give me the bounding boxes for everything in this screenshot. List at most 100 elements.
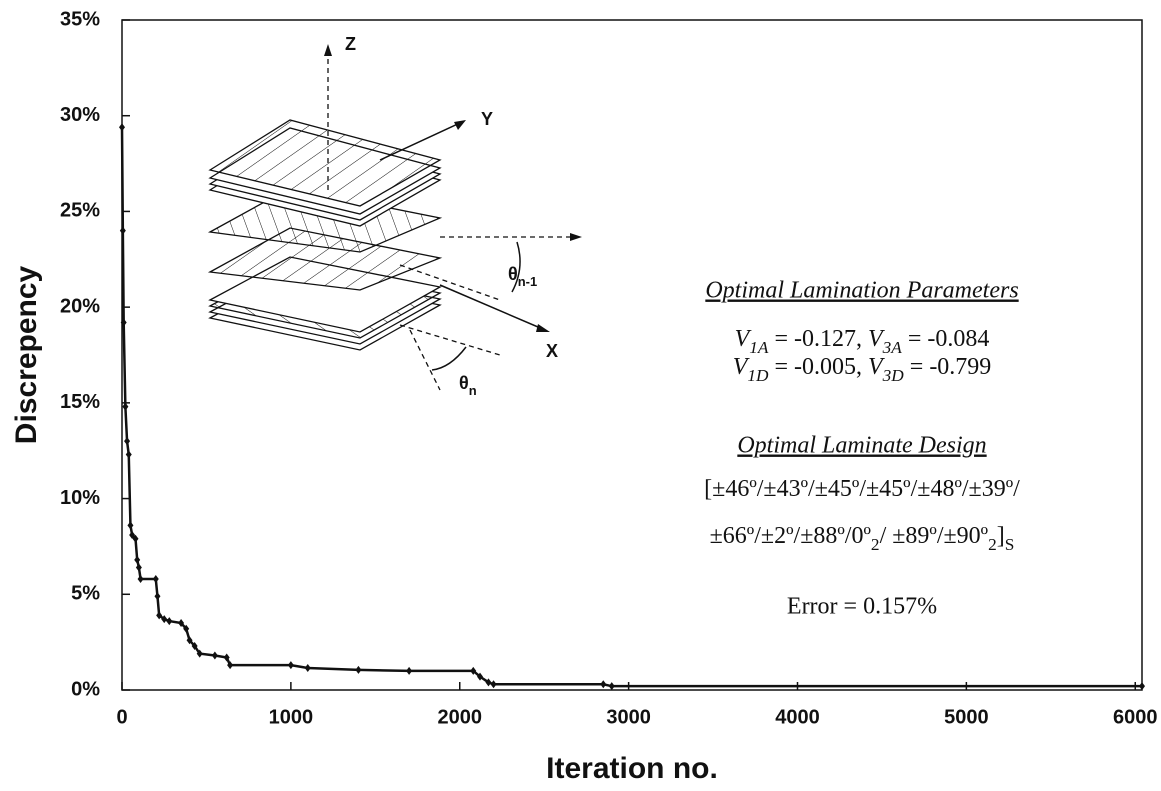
data-point bbox=[156, 611, 163, 620]
data-point bbox=[490, 680, 497, 689]
text-segment: n-1 bbox=[518, 274, 537, 289]
data-point bbox=[608, 682, 615, 691]
data-point bbox=[223, 653, 230, 662]
design-line: [±46º/±43º/±45º/±45º/±48º/±39º/ bbox=[704, 476, 1020, 502]
diagram-label: Z bbox=[345, 34, 356, 54]
text-segment: 2 bbox=[871, 535, 880, 554]
data-point bbox=[122, 402, 129, 411]
data-point bbox=[161, 615, 168, 624]
x-axis-arrow bbox=[439, 284, 546, 331]
text-segment: 1D bbox=[747, 366, 769, 385]
params-title: Optimal Lamination Parameters bbox=[705, 278, 1018, 304]
text-segment: = -0.005, bbox=[768, 354, 868, 380]
data-point bbox=[183, 624, 190, 633]
arrow-head bbox=[454, 120, 466, 130]
params-line: V1D = -0.005, V3D = -0.799 bbox=[733, 354, 992, 386]
text-segment: n bbox=[469, 383, 477, 398]
y-tick-label: 5% bbox=[71, 583, 100, 605]
text-segment: ] bbox=[997, 523, 1005, 549]
text-segment: ±66º/±2º/±88º/0º bbox=[710, 523, 872, 549]
data-point bbox=[470, 666, 477, 675]
data-point bbox=[120, 318, 127, 327]
data-point bbox=[135, 563, 142, 572]
data-point bbox=[137, 574, 144, 583]
data-point bbox=[186, 636, 193, 645]
data-point bbox=[178, 619, 185, 627]
data-point bbox=[154, 592, 161, 601]
arrow-head bbox=[324, 44, 332, 56]
ply bbox=[207, 227, 443, 291]
x-tick-label: 4000 bbox=[775, 706, 820, 728]
x-axis-title: Iteration no. bbox=[546, 752, 718, 785]
y-tick-label: 15% bbox=[60, 391, 100, 413]
arrow-head bbox=[570, 233, 582, 241]
x-tick-label: 3000 bbox=[606, 706, 651, 728]
y-tick-label: 0% bbox=[71, 678, 100, 700]
data-point bbox=[287, 661, 294, 670]
data-point bbox=[125, 450, 132, 459]
data-point bbox=[119, 123, 125, 132]
data-point bbox=[406, 666, 413, 675]
y-axis-arrow bbox=[379, 121, 463, 161]
x-tick-label: 2000 bbox=[437, 706, 482, 728]
design-line: ±66º/±2º/±88º/0º2/ ±89º/±90º2]S bbox=[710, 523, 1015, 555]
text-segment: 2 bbox=[988, 535, 997, 554]
data-point bbox=[166, 617, 173, 626]
laminate-diagram: Z Y X θn-1 θn bbox=[207, 34, 582, 398]
y-tick-label: 35% bbox=[60, 8, 100, 30]
data-point bbox=[196, 649, 203, 658]
diagram-label: Y bbox=[481, 109, 493, 129]
text-segment: θ bbox=[508, 264, 518, 284]
params-line: V1A = -0.127, V3A = -0.084 bbox=[735, 326, 990, 358]
data-point bbox=[355, 665, 362, 674]
error-note: Error = 0.157% bbox=[787, 594, 937, 620]
ref-line bbox=[409, 329, 441, 391]
data-point bbox=[304, 663, 311, 672]
text-segment: 3D bbox=[882, 366, 905, 385]
y-tick-label: 30% bbox=[60, 104, 100, 126]
text-segment: V bbox=[735, 326, 752, 352]
data-point bbox=[132, 534, 139, 543]
text-segment: V bbox=[868, 354, 885, 380]
y-tick-label: 20% bbox=[60, 295, 100, 317]
design-title: Optimal Laminate Design bbox=[737, 433, 986, 459]
data-point bbox=[211, 651, 218, 660]
data-point bbox=[191, 641, 198, 650]
data-point bbox=[134, 555, 141, 564]
angle-arc bbox=[511, 241, 521, 293]
data-point bbox=[485, 678, 492, 687]
data-point bbox=[119, 226, 126, 235]
data-point bbox=[477, 672, 484, 681]
plot-frame bbox=[121, 19, 1143, 691]
text-segment: V bbox=[733, 354, 750, 380]
diagram-label: θn-1 bbox=[508, 264, 537, 289]
data-point bbox=[227, 661, 234, 670]
x-tick-label: 0 bbox=[116, 706, 127, 728]
text-segment: V bbox=[868, 326, 885, 352]
angle-arc bbox=[431, 346, 467, 371]
arrow-head bbox=[536, 324, 550, 332]
text-segment: / ±89º/±90º bbox=[880, 523, 989, 549]
data-point bbox=[127, 521, 134, 530]
data-point bbox=[129, 530, 136, 539]
y-tick-label: 25% bbox=[60, 200, 100, 222]
data-point bbox=[152, 574, 159, 583]
text-segment: θ bbox=[459, 373, 469, 393]
text-segment: [±46º/±43º/±45º/±45º/±48º/±39º/ bbox=[704, 476, 1020, 502]
text-segment: = -0.084 bbox=[902, 326, 990, 352]
x-tick-label: 6000 bbox=[1113, 706, 1158, 728]
x-tick-label: 5000 bbox=[944, 706, 989, 728]
data-point bbox=[600, 680, 607, 689]
diagram-label: X bbox=[546, 341, 558, 361]
x-tick-label: 1000 bbox=[269, 706, 314, 728]
y-axis-title: Discrepency bbox=[10, 265, 43, 444]
data-point bbox=[124, 437, 131, 446]
text-segment: 3A bbox=[882, 338, 903, 357]
data-point bbox=[1139, 682, 1145, 691]
y-tick-label: 10% bbox=[60, 487, 100, 509]
text-segment: S bbox=[1005, 535, 1015, 554]
text-segment: = -0.127, bbox=[768, 326, 868, 352]
ply bbox=[208, 119, 442, 207]
text-segment: 1A bbox=[749, 338, 769, 357]
diagram-label: θn bbox=[459, 373, 477, 398]
